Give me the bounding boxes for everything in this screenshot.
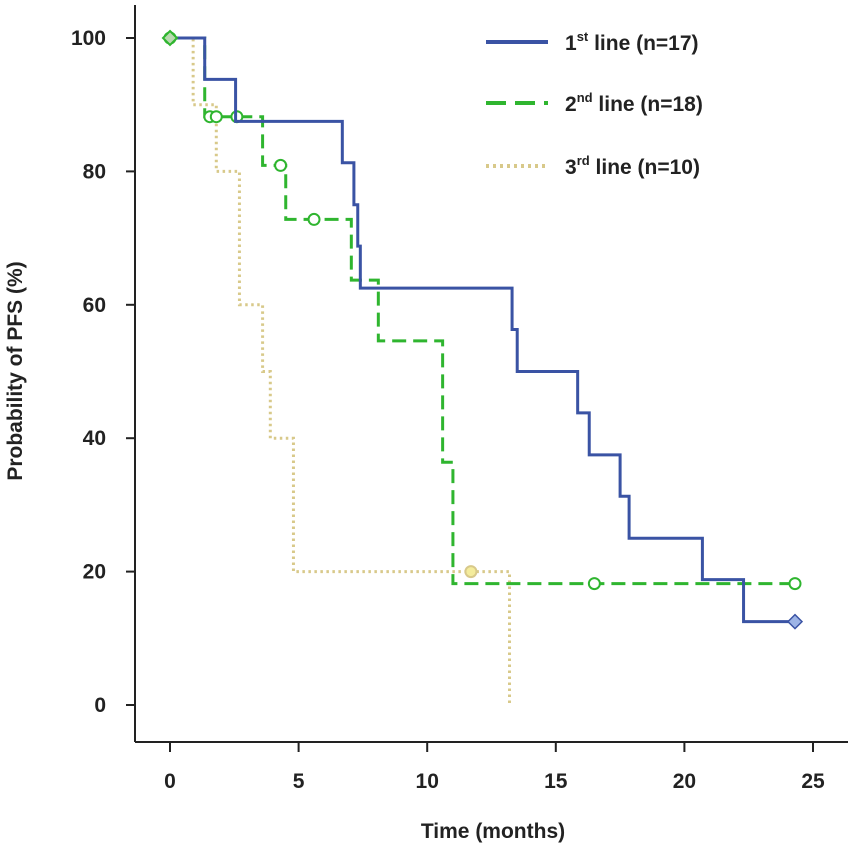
legend-superscript: nd [577, 90, 593, 105]
series-layer [161, 29, 804, 705]
y-tick-label: 60 [83, 294, 106, 317]
y-tick-label: 100 [71, 27, 106, 50]
x-tick-label: 15 [544, 770, 568, 793]
y-tick-label: 0 [94, 694, 106, 717]
series-line [170, 36, 512, 705]
x-tick-label: 25 [801, 770, 825, 793]
y-ticks: 0 20 40 60 80 100 [71, 27, 135, 717]
series-2 [163, 31, 802, 591]
x-tick-label: 10 [416, 770, 439, 793]
x-tick-label: 20 [673, 770, 696, 793]
legend-label-2: 2nd line (n=18) [565, 90, 703, 116]
legend-label-1: 1st line (n=17) [565, 29, 699, 55]
series-line [170, 36, 795, 624]
legend-number: 3 [565, 156, 577, 179]
legend-superscript: st [577, 29, 589, 44]
x-tick-label: 0 [164, 770, 176, 793]
y-axis-title: Probability of PFS (%) [4, 261, 27, 480]
y-tick-label: 20 [83, 561, 106, 584]
y-tick-label: 40 [83, 427, 106, 450]
y-tick-label: 80 [83, 160, 106, 183]
series-1 [170, 36, 804, 630]
legend-number: 2 [565, 93, 577, 116]
censor-marker [788, 577, 802, 591]
legend-rest: line (n=17) [588, 32, 698, 55]
start-diamond [161, 29, 179, 47]
series-3 [170, 36, 512, 705]
legend-rest: line (n=18) [593, 93, 703, 116]
legend-number: 1 [565, 32, 577, 55]
x-axis-title: Time (months) [421, 820, 565, 843]
censor-marker [464, 565, 478, 579]
censor-marker [274, 158, 288, 172]
series-line [170, 36, 795, 586]
x-tick-label: 5 [293, 770, 305, 793]
censor-marker [587, 577, 601, 591]
x-ticks: 0 5 10 15 20 25 [164, 742, 825, 793]
censor-marker [307, 212, 321, 226]
censor-marker [209, 110, 223, 124]
censor-marker [786, 613, 804, 630]
legend: 1st line (n=17) 2nd line (n=18) 3rd line (… [486, 29, 703, 179]
legend-label-3: 3rd line (n=10) [565, 153, 700, 179]
legend-rest: line (n=10) [590, 156, 700, 179]
start-marker [161, 29, 179, 47]
axes [134, 5, 848, 743]
legend-superscript: rd [577, 153, 590, 168]
